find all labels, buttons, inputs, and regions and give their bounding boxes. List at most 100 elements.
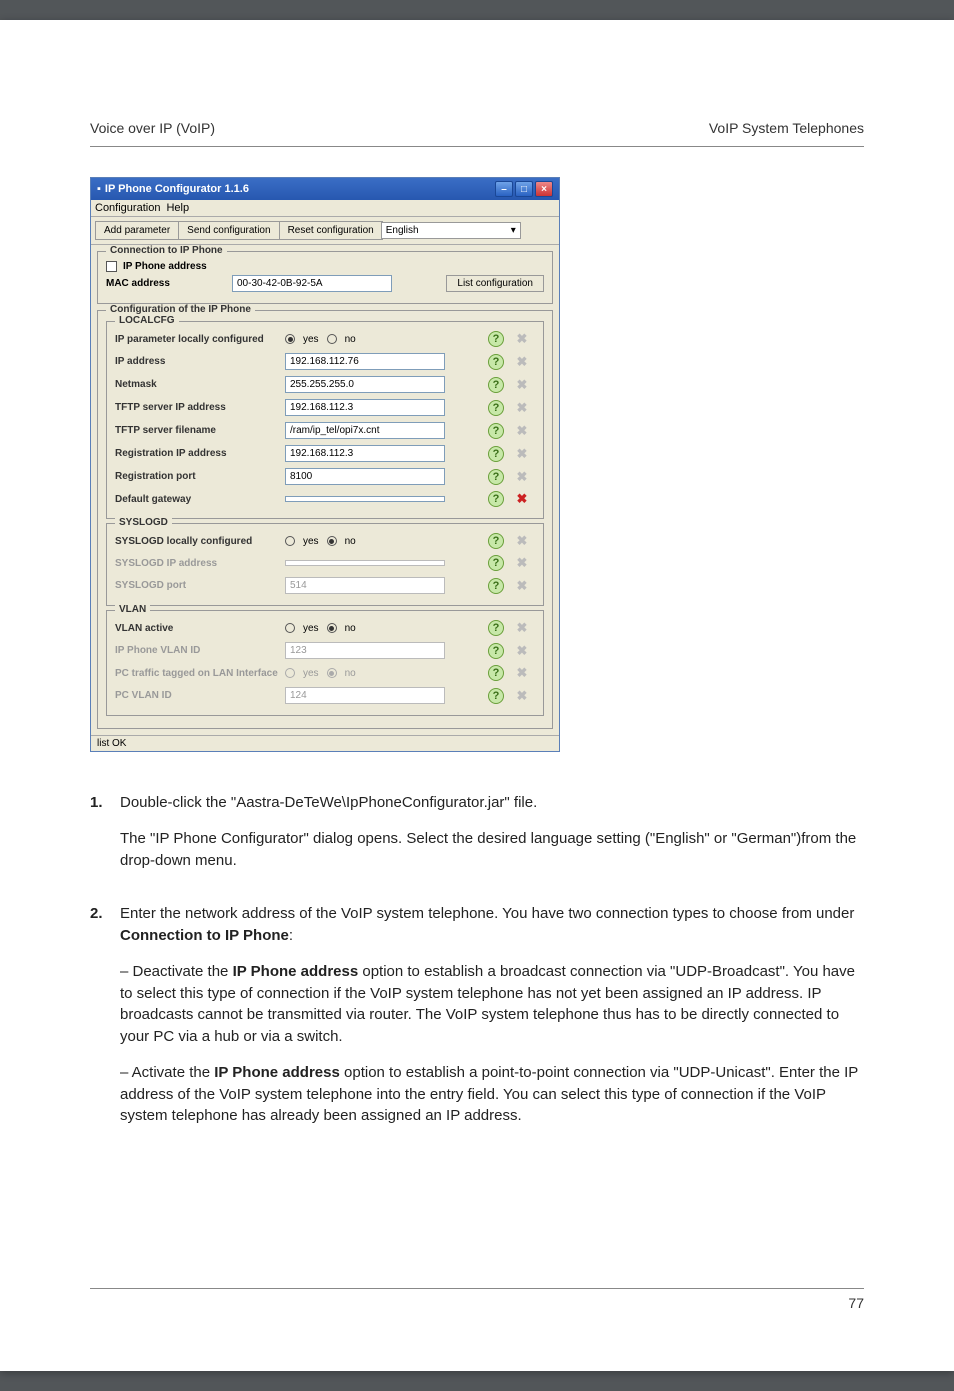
param-row: Registration port8100?✖ — [115, 465, 535, 488]
param-label: Registration port — [115, 471, 285, 482]
help-icon[interactable]: ? — [488, 688, 504, 704]
maximize-button[interactable]: □ — [515, 181, 533, 197]
param-label: IP parameter locally configured — [115, 334, 285, 345]
param-row: SYSLOGD IP address?✖ — [115, 552, 535, 574]
language-dropdown[interactable]: English ▾ — [381, 222, 521, 239]
param-row: PC traffic tagged on LAN Interfaceyesno?… — [115, 662, 535, 684]
app-icon: ▪ — [97, 183, 101, 195]
mac-address-input[interactable]: 00-30-42-0B-92-5A — [232, 275, 392, 292]
param-row: IP Phone VLAN ID123?✖ — [115, 639, 535, 662]
radio-yes[interactable] — [285, 536, 295, 546]
param-value: 514 — [285, 577, 483, 594]
menu-help[interactable]: Help — [166, 202, 189, 214]
param-input[interactable] — [285, 496, 445, 502]
param-label: SYSLOGD locally configured — [115, 536, 285, 547]
param-value: 123 — [285, 642, 483, 659]
param-value: 124 — [285, 687, 483, 704]
radio-group: yesno — [285, 668, 483, 679]
step1-p1: Double-click the "Aastra-DeTeWe\IpPhoneC… — [120, 792, 864, 814]
help-icon[interactable]: ? — [488, 491, 504, 507]
param-value: 192.168.112.3 — [285, 399, 483, 416]
param-label: SYSLOGD IP address — [115, 558, 285, 569]
param-row: Netmask255.255.255.0?✖ — [115, 373, 535, 396]
param-label: PC VLAN ID — [115, 690, 285, 701]
param-label: SYSLOGD port — [115, 580, 285, 591]
help-icon[interactable]: ? — [488, 446, 504, 462]
delete-icon[interactable]: ✖ — [515, 492, 529, 506]
chevron-down-icon: ▾ — [511, 225, 516, 236]
status-bar: list OK — [91, 735, 559, 751]
delete-icon: ✖ — [515, 332, 529, 346]
radio-yes[interactable] — [285, 334, 295, 344]
help-icon[interactable]: ? — [488, 665, 504, 681]
toolbar: Add parameter Send configuration Reset c… — [91, 217, 559, 245]
step1-p2: The "IP Phone Configurator" dialog opens… — [120, 828, 864, 872]
page-header: Voice over IP (VoIP) VoIP System Telepho… — [90, 120, 864, 147]
step2-p1: Enter the network address of the VoIP sy… — [120, 903, 864, 947]
param-value: yesno — [285, 668, 483, 679]
step-number: 2. — [90, 903, 120, 1141]
delete-icon: ✖ — [515, 401, 529, 415]
radio-group[interactable]: yesno — [285, 623, 483, 634]
radio-no[interactable] — [327, 536, 337, 546]
config-fieldset: Configuration of the IP Phone LOCALCFGIP… — [97, 310, 553, 729]
radio-group[interactable]: yesno — [285, 536, 483, 547]
connection-title: Connection to IP Phone — [106, 245, 227, 256]
param-value: /ram/ip_tel/opi7x.cnt — [285, 422, 483, 439]
delete-icon: ✖ — [515, 579, 529, 593]
param-label: VLAN active — [115, 623, 285, 634]
ip-phone-address-checkbox[interactable] — [106, 261, 117, 272]
param-value: 192.168.112.76 — [285, 353, 483, 370]
help-icon[interactable]: ? — [488, 578, 504, 594]
help-icon[interactable]: ? — [488, 423, 504, 439]
param-row: Default gateway?✖ — [115, 488, 535, 510]
menu-configuration[interactable]: Configuration — [95, 202, 160, 214]
step-number: 1. — [90, 792, 120, 885]
send-configuration-button[interactable]: Send configuration — [178, 221, 279, 240]
radio-no[interactable] — [327, 334, 337, 344]
param-input[interactable]: 192.168.112.76 — [285, 353, 445, 370]
help-icon[interactable]: ? — [488, 469, 504, 485]
help-icon[interactable]: ? — [488, 354, 504, 370]
delete-icon: ✖ — [515, 644, 529, 658]
param-row: VLAN activeyesno?✖ — [115, 617, 535, 639]
param-input[interactable]: 192.168.112.3 — [285, 445, 445, 462]
delete-icon: ✖ — [515, 689, 529, 703]
step2-p3: – Activate the IP Phone address option t… — [120, 1062, 864, 1127]
param-value: 8100 — [285, 468, 483, 485]
radio-no[interactable] — [327, 623, 337, 633]
param-input[interactable]: 8100 — [285, 468, 445, 485]
add-parameter-button[interactable]: Add parameter — [95, 221, 179, 240]
subsection-title: VLAN — [115, 604, 150, 615]
param-input[interactable]: /ram/ip_tel/opi7x.cnt — [285, 422, 445, 439]
minimize-button[interactable]: – — [495, 181, 513, 197]
reset-configuration-button[interactable]: Reset configuration — [279, 221, 383, 240]
close-button[interactable]: × — [535, 181, 553, 197]
body-text: 1. Double-click the "Aastra-DeTeWe\IpPho… — [90, 792, 864, 1141]
list-configuration-button[interactable]: List configuration — [446, 275, 544, 292]
radio-group[interactable]: yesno — [285, 334, 483, 345]
subsection: VLANVLAN activeyesno?✖IP Phone VLAN ID12… — [106, 610, 544, 716]
help-icon[interactable]: ? — [488, 533, 504, 549]
step-1: 1. Double-click the "Aastra-DeTeWe\IpPho… — [90, 792, 864, 885]
param-row: IP parameter locally configuredyesno? ✖ — [115, 328, 535, 350]
delete-icon: ✖ — [515, 447, 529, 461]
help-icon[interactable]: ? — [488, 400, 504, 416]
param-input[interactable]: 192.168.112.3 — [285, 399, 445, 416]
help-icon[interactable]: ? — [488, 555, 504, 571]
help-icon[interactable]: ? — [488, 377, 504, 393]
param-label: PC traffic tagged on LAN Interface — [115, 668, 285, 679]
param-label: TFTP server filename — [115, 425, 285, 436]
radio-no — [327, 668, 337, 678]
param-row: TFTP server IP address192.168.112.3?✖ — [115, 396, 535, 419]
param-label: IP address — [115, 356, 285, 367]
param-input[interactable]: 255.255.255.0 — [285, 376, 445, 393]
delete-icon: ✖ — [515, 355, 529, 369]
delete-icon: ✖ — [515, 424, 529, 438]
help-icon[interactable]: ? — [488, 331, 504, 347]
mac-address-label: MAC address — [106, 278, 226, 289]
help-icon[interactable]: ? — [488, 620, 504, 636]
radio-yes[interactable] — [285, 623, 295, 633]
param-value: 255.255.255.0 — [285, 376, 483, 393]
help-icon[interactable]: ? — [488, 643, 504, 659]
